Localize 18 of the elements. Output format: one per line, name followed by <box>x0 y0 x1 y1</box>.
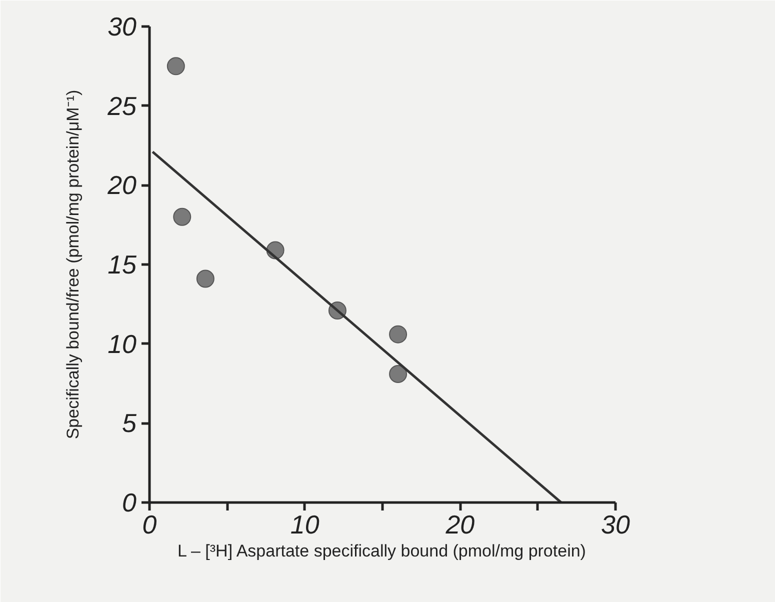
x-tick-label: 30 <box>601 510 630 540</box>
x-tick-label: 10 <box>290 510 320 540</box>
y-tick-label: 30 <box>108 12 138 42</box>
x-tick-label: 0 <box>142 510 158 540</box>
y-tick-label: 0 <box>122 488 138 518</box>
point <box>173 208 192 226</box>
point <box>389 364 408 383</box>
y-tick-label: 15 <box>108 250 138 280</box>
y-tick-label: 20 <box>106 170 138 200</box>
y-tick-label: 5 <box>122 408 138 438</box>
y-tick-label: 10 <box>108 328 138 359</box>
y-tick-label: 25 <box>106 90 138 121</box>
y-axis-title: Specifically bound/free (pmol/mg protein/μM⁻¹) <box>64 90 83 440</box>
point <box>166 57 185 76</box>
point <box>389 325 408 344</box>
point <box>196 270 214 288</box>
x-axis-title: L – [³H] Aspartate specifically bound (pmol/mg protein) <box>177 542 586 560</box>
x-tick-label: 20 <box>444 510 476 540</box>
